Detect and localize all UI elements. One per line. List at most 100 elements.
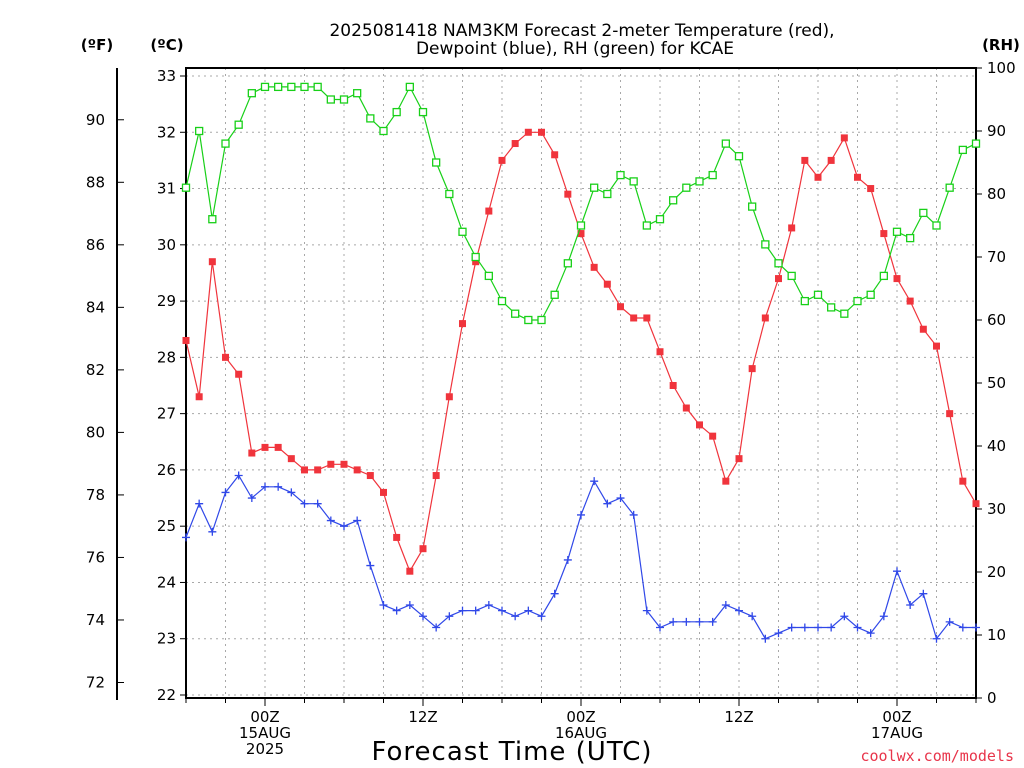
data-point [709, 432, 717, 440]
data-point [432, 158, 441, 167]
data-point [643, 314, 651, 322]
data-point [656, 348, 664, 356]
rh-tick-label: 30 [987, 500, 1006, 518]
data-point [511, 309, 520, 318]
data-point [445, 612, 454, 621]
data-point [800, 296, 809, 306]
data-point [380, 488, 387, 496]
data-point [485, 207, 493, 215]
data-point [682, 183, 691, 192]
data-point [498, 606, 506, 615]
data-point [761, 240, 770, 249]
data-point [366, 114, 375, 123]
rh-tick-label: 100 [987, 59, 1016, 77]
data-point [682, 617, 691, 626]
data-point [617, 303, 624, 311]
data-point [972, 623, 980, 632]
data-point [563, 555, 572, 564]
data-point [551, 151, 559, 159]
celsius-tick-label: 33 [157, 67, 176, 85]
data-point [576, 221, 586, 230]
data-point [972, 500, 980, 508]
data-point [695, 617, 704, 626]
chart-title-line2: Dewpoint (blue), RH (green) for KCAE [416, 39, 734, 59]
data-point [616, 170, 625, 180]
data-point [971, 139, 981, 148]
data-point [287, 488, 296, 497]
data-point [459, 320, 466, 328]
data-point [274, 443, 282, 451]
data-point [774, 259, 783, 268]
data-point [550, 589, 559, 598]
data-point [274, 482, 283, 491]
data-point [326, 95, 335, 104]
axes [116, 67, 982, 706]
gridlines [186, 68, 976, 698]
rh-axis-unit: (RH) [982, 36, 1020, 54]
data-point [418, 107, 428, 117]
data-point [406, 567, 414, 575]
x-tick-label: 00Z [566, 708, 595, 726]
x-axis-label: Forecast Time (UTC) [371, 737, 652, 767]
data-point [247, 89, 256, 98]
data-point [458, 227, 467, 236]
tick-labels: 22 23 24 25 26 27 28 29 30 31 32 33 72 74 76 78 80 82 84 86… [86, 59, 1016, 758]
data-point [695, 177, 704, 186]
celsius-tick-label: 25 [157, 517, 176, 535]
data-point [630, 314, 638, 322]
data-point [195, 393, 203, 401]
fahrenheit-tick-label: 80 [86, 423, 105, 441]
data-point [287, 455, 295, 463]
data-point [840, 134, 848, 142]
data-point [840, 612, 849, 621]
data-point [840, 309, 849, 318]
data-point [958, 145, 967, 155]
data-point [682, 404, 690, 412]
data-point [247, 494, 256, 503]
data-point [906, 297, 914, 305]
x-tick-label: 12Z [408, 708, 437, 726]
celsius-tick-label: 32 [157, 123, 176, 141]
data-point [340, 522, 348, 531]
celsius-axis-unit: (ºC) [150, 36, 183, 54]
celsius-tick-label: 24 [157, 573, 176, 591]
data-point [893, 567, 901, 576]
data-point [498, 156, 506, 164]
data-point [906, 600, 915, 609]
chart-title-line1: 2025081418 NAM3KM Forecast 2-meter Tempe… [329, 21, 834, 41]
data-point [393, 533, 401, 541]
celsius-tick-label: 29 [157, 292, 176, 310]
rh-tick-label: 40 [987, 437, 1006, 455]
celsius-tick-label: 23 [157, 630, 176, 648]
series-dewpoint [182, 471, 980, 643]
data-point [208, 527, 217, 536]
data-point [274, 82, 283, 92]
data-point [590, 263, 598, 271]
data-point [735, 455, 743, 463]
data-point [788, 224, 796, 232]
series-2-meter-temperature [182, 128, 980, 575]
data-point [642, 221, 651, 230]
fahrenheit-tick-label: 86 [86, 236, 105, 254]
data-point [300, 499, 309, 508]
data-point [524, 606, 533, 615]
data-point [208, 215, 217, 224]
data-point [748, 365, 756, 373]
data-point [854, 173, 861, 181]
data-point [484, 600, 493, 609]
data-point [813, 290, 823, 299]
fahrenheit-tick-label: 88 [86, 173, 105, 191]
rh-tick-label: 70 [987, 248, 1006, 266]
data-point [366, 561, 375, 570]
data-point [260, 82, 270, 92]
data-point [471, 252, 480, 262]
celsius-tick-label: 30 [157, 236, 176, 254]
data-point [629, 510, 638, 519]
data-point [708, 617, 717, 626]
data-point [472, 258, 480, 266]
data-point [748, 612, 757, 621]
data-point [893, 275, 901, 283]
data-point [933, 342, 940, 350]
data-point [458, 606, 467, 615]
